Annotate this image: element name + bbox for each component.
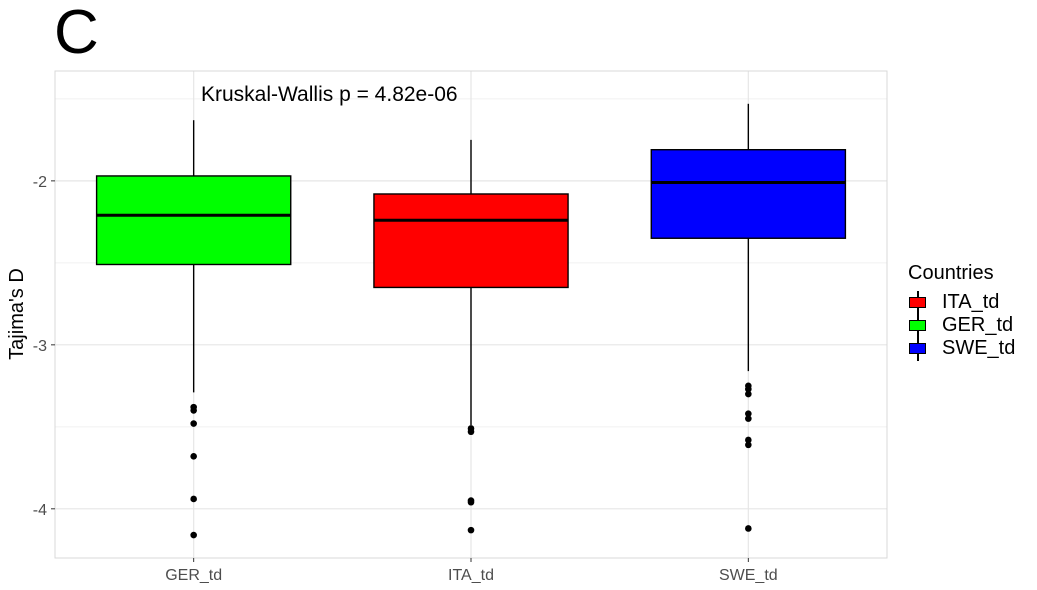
legend: Countries ITA_td GER_td SWE_td [908,262,1016,361]
legend-title: Countries [908,262,994,284]
outlier-point [190,495,197,503]
panel-label: C [54,0,99,67]
outlier-point [467,428,475,436]
legend-item: GER_td [908,313,1015,338]
axis-layer: -2 -3 -4 GER_td ITA_td SWE_td [33,174,778,584]
outlier-point [745,415,752,422]
legend-label: SWE_td [942,337,1016,359]
legend-key-box [909,342,926,354]
outlier-point [190,531,197,539]
y-tick-label: -4 [33,502,47,519]
box-iqr [373,193,569,289]
outlier-point [745,525,752,532]
legend-key [908,336,928,361]
outlier-point [745,436,752,444]
outlier-point [190,420,197,427]
legend-item: SWE_td [908,336,1016,361]
outlier-point [745,385,752,393]
y-tick-label: -2 [33,174,47,191]
legend-key-box [909,319,926,331]
outlier-point [190,407,197,414]
y-axis-label: Tajima's D [6,268,28,360]
box-iqr [95,175,292,266]
box-iqr [650,149,847,239]
outlier-point [745,441,752,449]
legend-label: ITA_td [942,291,1000,313]
outlier-point [190,453,197,460]
box-group-GER_td [95,120,292,539]
kruskal-wallis-annotation: Kruskal-Wallis p = 4.82e-06 [201,83,458,106]
legend-label: GER_td [942,314,1014,336]
y-tick-label: -3 [33,338,47,355]
legend-items: ITA_td GER_td SWE_td [908,290,1016,361]
x-tick-label: SWE_td [719,567,778,584]
outlier-point [467,526,475,534]
legend-key [908,290,928,315]
legend-key-box [909,296,926,308]
x-tick-label: ITA_td [448,567,494,584]
outlier-point [745,410,752,418]
legend-key [908,313,928,338]
outlier-point [467,498,475,506]
box-group-ITA_td [373,139,569,534]
outlier-point [745,390,752,398]
box-group-SWE_td [650,103,847,532]
box-layer [95,103,847,539]
x-tick-label: GER_td [165,567,222,584]
legend-item: ITA_td [908,290,1015,315]
